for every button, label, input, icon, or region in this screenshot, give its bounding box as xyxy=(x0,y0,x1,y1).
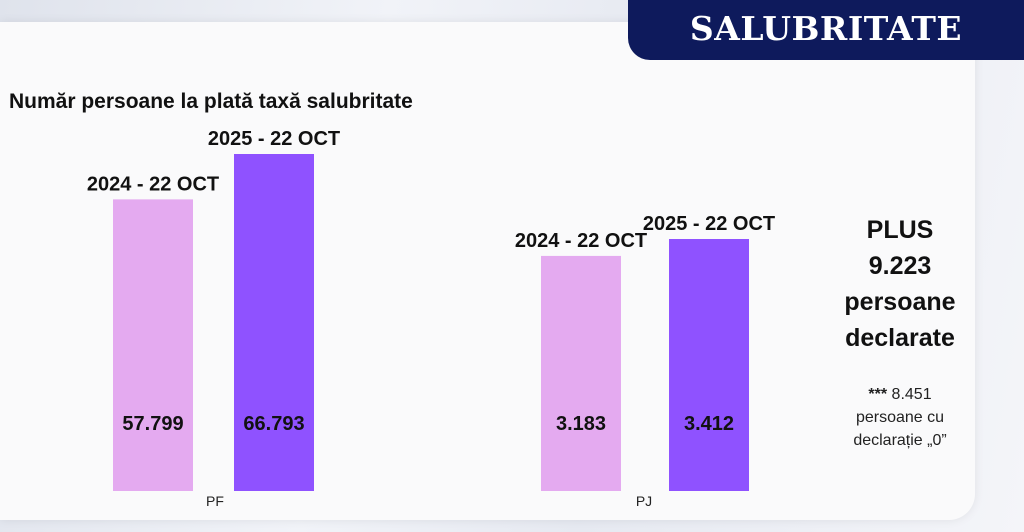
bar-period-label: 2024 - 22 OCT xyxy=(87,173,219,195)
bar-value-label: 57.799 xyxy=(122,413,183,435)
category-label-pj: PJ xyxy=(636,493,652,509)
bar-value-label: 66.793 xyxy=(243,413,304,435)
plus-line-declarate: declarate xyxy=(845,324,955,352)
bar-period-label: 2024 - 22 OCT xyxy=(515,230,647,252)
bar-pf-2 xyxy=(234,154,314,491)
note-line-persoane: persoane cu xyxy=(855,409,945,426)
page-title: SALUBRITATE xyxy=(689,8,963,48)
bar-value-label: 3.183 xyxy=(556,413,606,435)
bar-pj-2 xyxy=(669,239,749,491)
plus-value: 9.223 xyxy=(868,252,932,280)
category-label-pf: PF xyxy=(206,493,224,509)
bar-pj-1 xyxy=(541,255,621,491)
plus-declared-block: PLUS 9.223 persoane declarate xyxy=(810,212,990,356)
note-value: 8.451 xyxy=(891,386,932,403)
header-band xyxy=(628,0,1024,60)
bar-value-label: 3.412 xyxy=(684,413,734,435)
plus-line-persoane: persoane xyxy=(844,288,956,316)
bar-period-label: 2025 - 22 OCT xyxy=(643,213,775,235)
bar-period-label: 2025 - 22 OCT xyxy=(208,128,340,150)
bar-pf-1 xyxy=(113,199,193,492)
zero-declaration-note: *** 8.451 persoane cu declarație „0” xyxy=(815,383,985,452)
chart-title: Număr persoane la plată taxă salubritate xyxy=(9,90,413,113)
plus-label: PLUS xyxy=(866,216,934,244)
note-stars: *** xyxy=(868,386,888,403)
note-line-declaratie: declarație „0” xyxy=(853,432,947,449)
